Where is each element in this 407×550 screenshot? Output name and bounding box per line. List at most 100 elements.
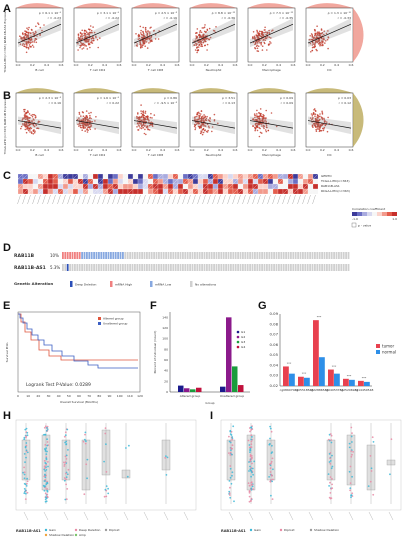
- x-tick-label: 0.2: [204, 63, 209, 67]
- oncoprint-cell: [318, 252, 321, 259]
- data-point: [25, 41, 28, 43]
- oncoprint-cell: [297, 252, 299, 259]
- data-point: [27, 119, 30, 122]
- column-label-stub: [102, 194, 106, 205]
- top-density: [248, 3, 295, 8]
- oncoprint-cell: [102, 264, 105, 271]
- data-point: [99, 37, 101, 39]
- data-point: [63, 465, 66, 467]
- data-point: [150, 36, 153, 38]
- column-label-stub: [132, 194, 136, 205]
- data-point: [43, 426, 46, 429]
- data-point: [201, 27, 204, 29]
- data-point: [81, 35, 83, 38]
- oncoprint-cell: [268, 252, 271, 259]
- data-point: [265, 33, 267, 36]
- column-label-stub: [162, 194, 166, 205]
- oncoprint-cell: [95, 252, 98, 259]
- data-point: [258, 135, 261, 138]
- oncoprint-cell: [114, 252, 117, 259]
- data-point: [311, 46, 314, 49]
- data-point: [76, 118, 79, 121]
- data-point: [230, 482, 233, 485]
- data-point: [252, 37, 254, 40]
- heatmap-cell: [132, 188, 139, 195]
- oncoprint-cell: [275, 252, 278, 259]
- oncoprint-cell: [246, 264, 249, 271]
- x-tick-label: 0.6: [59, 63, 64, 67]
- data-point: [25, 492, 27, 495]
- data-point: [261, 125, 263, 127]
- oncoprint-cell: [254, 264, 256, 271]
- data-point: [263, 114, 265, 117]
- cell-triangle: [307, 188, 314, 195]
- data-point: [257, 50, 260, 52]
- data-point: [252, 488, 254, 491]
- data-point: [97, 46, 99, 49]
- heatmap-cell: [227, 188, 234, 195]
- data-point: [201, 45, 204, 48]
- column-label-stub: [147, 194, 151, 205]
- cell-triangle: [132, 173, 139, 180]
- data-point: [146, 115, 149, 117]
- data-point: [252, 125, 255, 127]
- panel-d-oncoprint: RAB11B 10%RAB11B-AS1 5.3%Genetic Alteratio…: [14, 252, 350, 287]
- data-point: [88, 112, 90, 114]
- data-point: [194, 116, 196, 118]
- cell-triangle: [172, 178, 179, 185]
- oncoprint-cell: [213, 264, 215, 271]
- oncoprint-cell: [100, 264, 103, 271]
- oncoprint-cell: [302, 264, 304, 271]
- oncoprint-cell: [141, 264, 143, 271]
- data-point: [249, 451, 251, 453]
- y-tick-label: 0.09: [270, 311, 279, 316]
- cell-triangle: [57, 173, 64, 180]
- data-point: [349, 482, 352, 484]
- cell-triangle: [62, 173, 69, 180]
- data-point: [199, 115, 201, 117]
- legend-label: Altered group: [103, 317, 124, 321]
- heatmap-cell: [202, 178, 209, 185]
- data-point: [145, 41, 148, 43]
- data-point: [25, 436, 27, 439]
- data-point: [148, 119, 150, 122]
- legend-swatch: [376, 344, 380, 348]
- oncoprint-cell: [330, 264, 333, 271]
- data-point: [24, 461, 26, 463]
- data-point: [206, 37, 209, 40]
- heatmap-cell: [27, 178, 34, 185]
- heatmap-cell: [57, 178, 64, 185]
- data-point: [85, 440, 87, 443]
- data-point: [259, 131, 262, 134]
- top-density: [74, 3, 121, 8]
- data-point: [251, 483, 254, 486]
- data-point: [27, 128, 29, 130]
- heatmap-cell: [177, 183, 184, 190]
- regression-line: [133, 120, 178, 129]
- data-point: [88, 123, 90, 126]
- x-tick-label: 0.4: [102, 148, 107, 152]
- data-point: [25, 456, 27, 459]
- heatmap-cell: [127, 183, 134, 190]
- oncoprint-cell: [131, 252, 134, 259]
- legend-label: G1: [241, 330, 245, 334]
- data-point: [324, 42, 326, 44]
- legend-label: tumor: [382, 344, 394, 349]
- data-point: [64, 434, 67, 437]
- data-point: [43, 489, 46, 492]
- x-tick-stub: [123, 511, 129, 521]
- data-point: [37, 22, 39, 24]
- x-tick-label: 0.0: [16, 63, 21, 67]
- oncoprint-cell: [210, 252, 213, 259]
- data-point: [46, 444, 49, 447]
- data-point: [203, 38, 206, 40]
- data-point: [330, 434, 333, 437]
- data-point: [320, 129, 323, 132]
- cell-triangle: [227, 183, 234, 190]
- heatmap-cell: [147, 178, 154, 185]
- heatmap-cell: [87, 183, 94, 190]
- oncoprint-cell: [117, 252, 119, 259]
- y-axis-label: TCGA-LIHC(n=363) RAB11B Expression: [3, 96, 7, 156]
